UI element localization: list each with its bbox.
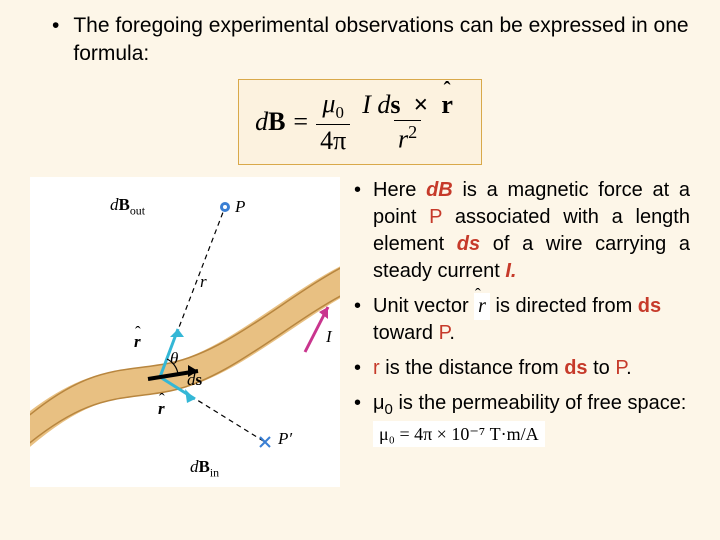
bullet-text-4: μ0 is the permeability of free space: μ₀… (373, 390, 690, 447)
bullet-text-2: Unit vector ˆr is directed from ds towar… (373, 293, 690, 347)
formula-cross: × (414, 90, 429, 119)
label-dBin: dBin (190, 457, 219, 480)
label-theta: θ (170, 349, 178, 369)
label-dBout: dBout (110, 195, 145, 218)
bullet-dot: • (52, 12, 59, 69)
bullet-item: • μ0 is the permeability of free space: … (350, 390, 690, 447)
formula-ds-s: s (390, 90, 400, 119)
bullet-text-1: Here dB is a magnetic force at a point P… (373, 177, 690, 285)
label-rhat-upper: ˆr (134, 332, 141, 352)
label-P: P (235, 197, 245, 217)
formula-d: d (255, 107, 268, 136)
lower-row: dBout P r ˆr θ ds ˆr P′ dBin I • Here dB… (30, 177, 690, 487)
bullet-item: • Here dB is a magnetic force at a point… (350, 177, 690, 285)
bullet-dot: • (354, 355, 361, 382)
intro-text: The foregoing experimental observations … (73, 12, 690, 69)
intro-bullet: • The foregoing experimental observation… (30, 12, 690, 69)
label-rhat-lower: ˆr (158, 399, 165, 419)
formula-eq: = (293, 107, 308, 137)
formula-4pi: 4π (316, 124, 350, 154)
formula-mu-sub: 0 (335, 103, 343, 122)
bullet-item: • Unit vector ˆr is directed from ds tow… (350, 293, 690, 347)
bullet-dot: • (354, 177, 361, 285)
biot-savart-formula: dB = μ0 4π I ds × ˆr r2 (238, 79, 482, 165)
label-I: I (326, 327, 332, 347)
formula-B: B (268, 107, 285, 136)
formula-ids-over-r2: I ds × ˆr r2 (358, 91, 457, 153)
bullet-dot: • (354, 293, 361, 347)
formula-wrap: dB = μ0 4π I ds × ˆr r2 (30, 79, 690, 165)
formula-ds-d: d (377, 90, 390, 119)
formula-rhat: ˆr (441, 91, 453, 118)
formula-I: I (362, 90, 371, 119)
formula-mu-over-4pi: μ0 4π (316, 90, 350, 154)
bullet-text-3: r is the distance from ds to P. (373, 355, 632, 382)
bullet-dot: • (354, 390, 361, 447)
bullet-list: • Here dB is a magnetic force at a point… (350, 177, 690, 487)
label-Pprime: P′ (278, 429, 292, 449)
bullet-item: • r is the distance from ds to P. (350, 355, 690, 382)
label-ds: ds (187, 370, 202, 390)
formula-mu: μ (322, 89, 335, 118)
biot-savart-diagram: dBout P r ˆr θ ds ˆr P′ dBin I (30, 177, 340, 487)
formula-r: r (398, 125, 408, 154)
label-r: r (200, 272, 207, 292)
formula-r-exp: 2 (408, 122, 417, 142)
